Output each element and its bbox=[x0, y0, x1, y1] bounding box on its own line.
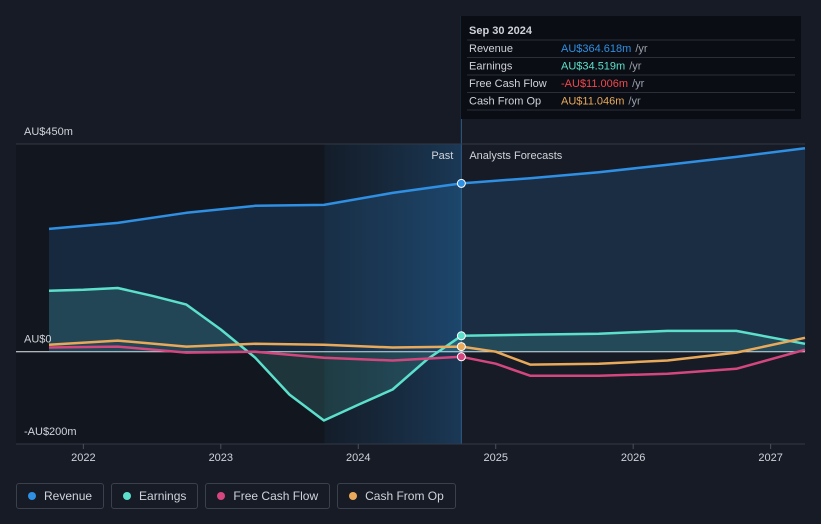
tooltip-value-text: AU$11.046m bbox=[561, 95, 624, 107]
series-line bbox=[48, 286, 806, 422]
legend-dot bbox=[123, 492, 132, 500]
legend-label: Earnings bbox=[139, 489, 187, 503]
legend: Revenue Earnings Free Cash Flow Cash From O… bbox=[16, 483, 456, 509]
tooltip-value: AU$34.519m/yr bbox=[561, 60, 642, 72]
tooltip-unit: /yr bbox=[629, 60, 642, 72]
chart: -AU$200m AU$0 AU$450m 2022 2023 2024 2025 2026 2… bbox=[16, 16, 806, 464]
tooltip-box bbox=[461, 16, 801, 119]
y-tick-label: AU$0 bbox=[24, 334, 52, 346]
tooltip-label: Free Cash Flow bbox=[469, 78, 547, 90]
tooltip-value-text: AU$34.519m bbox=[561, 60, 625, 72]
tooltip-unit: /yr bbox=[635, 43, 648, 55]
highlight-dot bbox=[456, 352, 466, 362]
tooltip-value: AU$364.618m/yr bbox=[561, 43, 648, 55]
legend-item[interactable]: Free Cash Flow bbox=[205, 483, 331, 509]
highlight-dot bbox=[456, 178, 466, 188]
legend-dot bbox=[217, 492, 226, 500]
tooltip-label: Earnings bbox=[469, 60, 513, 72]
legend-dot bbox=[28, 492, 36, 500]
tooltip-date: Sep 30 2024 bbox=[469, 25, 533, 37]
area bbox=[49, 288, 805, 421]
x-tick-label: 2026 bbox=[621, 452, 645, 464]
x-tick-label: 2023 bbox=[209, 452, 233, 464]
tooltip-label: Cash From Op bbox=[469, 95, 541, 107]
y-tick-label: -AU$200m bbox=[24, 426, 77, 438]
tooltip-unit: /yr bbox=[632, 78, 645, 90]
legend-item[interactable]: Cash From Op bbox=[337, 483, 456, 509]
series-line bbox=[48, 146, 806, 231]
legend-dot bbox=[349, 492, 358, 500]
legend-label: Cash From Op bbox=[365, 489, 444, 503]
x-tick-label: 2022 bbox=[71, 452, 95, 464]
y-tick-label: AU$450m bbox=[24, 126, 73, 138]
highlight-dot bbox=[456, 331, 466, 341]
x-tick-label: 2024 bbox=[346, 452, 370, 464]
tooltip-unit: /yr bbox=[628, 95, 641, 107]
tooltip-value-text: AU$364.618m bbox=[561, 43, 631, 55]
highlight-dot bbox=[456, 342, 466, 352]
x-tick-label: 2025 bbox=[483, 452, 507, 464]
tooltip-label: Revenue bbox=[469, 43, 513, 55]
x-tick-label: 2027 bbox=[758, 452, 782, 464]
legend-label: Free Cash Flow bbox=[233, 489, 319, 503]
tooltip-value: AU$11.046m/yr bbox=[561, 95, 641, 107]
tooltip-value: -AU$11.006m/yr bbox=[561, 78, 645, 90]
legend-label: Revenue bbox=[44, 489, 93, 503]
legend-item[interactable]: Revenue bbox=[16, 483, 105, 509]
legend-item[interactable]: Earnings bbox=[111, 483, 199, 509]
area bbox=[49, 148, 805, 352]
forecast-label: Analysts Forecasts bbox=[469, 150, 562, 162]
tooltip-value-text: -AU$11.006m bbox=[561, 78, 628, 90]
past-label: Past bbox=[431, 150, 453, 162]
